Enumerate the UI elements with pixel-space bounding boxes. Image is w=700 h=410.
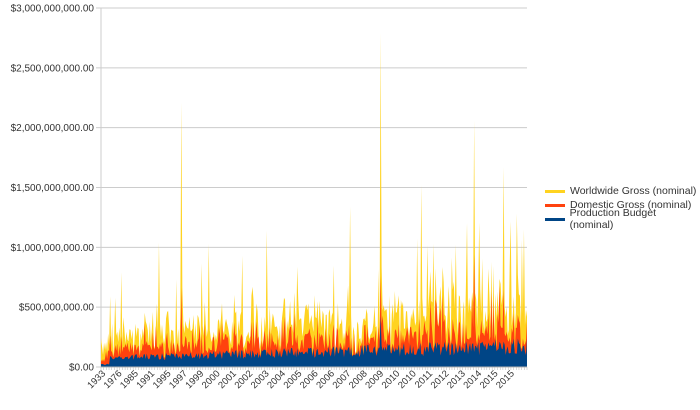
area-production-budget <box>101 316 527 367</box>
legend: Worldwide Gross (nominal) Domestic Gross… <box>545 184 700 231</box>
y-tick-label: $2,500,000,000.00 <box>11 63 95 74</box>
legend-item-domestic: Domestic Gross (nominal) <box>545 198 700 212</box>
y-tick-label: $3,000,000,000.00 <box>11 4 95 15</box>
legend-item-worldwide: Worldwide Gross (nominal) <box>545 184 700 198</box>
y-tick-label: $1,500,000,000.00 <box>11 183 95 194</box>
legend-swatch-domestic <box>545 203 565 207</box>
legend-swatch-worldwide <box>545 189 565 193</box>
legend-item-budget: Production Budget (nominal) <box>545 207 700 231</box>
y-tick-label: $0.00 <box>69 363 94 374</box>
series-areas <box>101 33 527 367</box>
y-tick-label: $500,000,000.00 <box>19 303 95 314</box>
x-axis: 1933197619851991199519971999200020012002… <box>85 366 528 391</box>
area-worldwide-gross <box>101 33 527 367</box>
gridlines <box>96 7 527 368</box>
x-tick-label: 2015 <box>494 368 517 391</box>
legend-label: Production Budget (nominal) <box>569 207 656 231</box>
y-tick-label: $1,000,000,000.00 <box>11 243 95 254</box>
y-axis: $0.00 $500,000,000.00 $1,000,000,000.00 $1,… <box>11 4 95 374</box>
legend-swatch-budget <box>545 217 565 221</box>
y-tick-label: $2,000,000,000.00 <box>11 123 95 134</box>
legend-label: Domestic Gross (nominal) <box>570 199 692 211</box>
legend-label: Worldwide Gross (nominal) <box>570 185 697 197</box>
